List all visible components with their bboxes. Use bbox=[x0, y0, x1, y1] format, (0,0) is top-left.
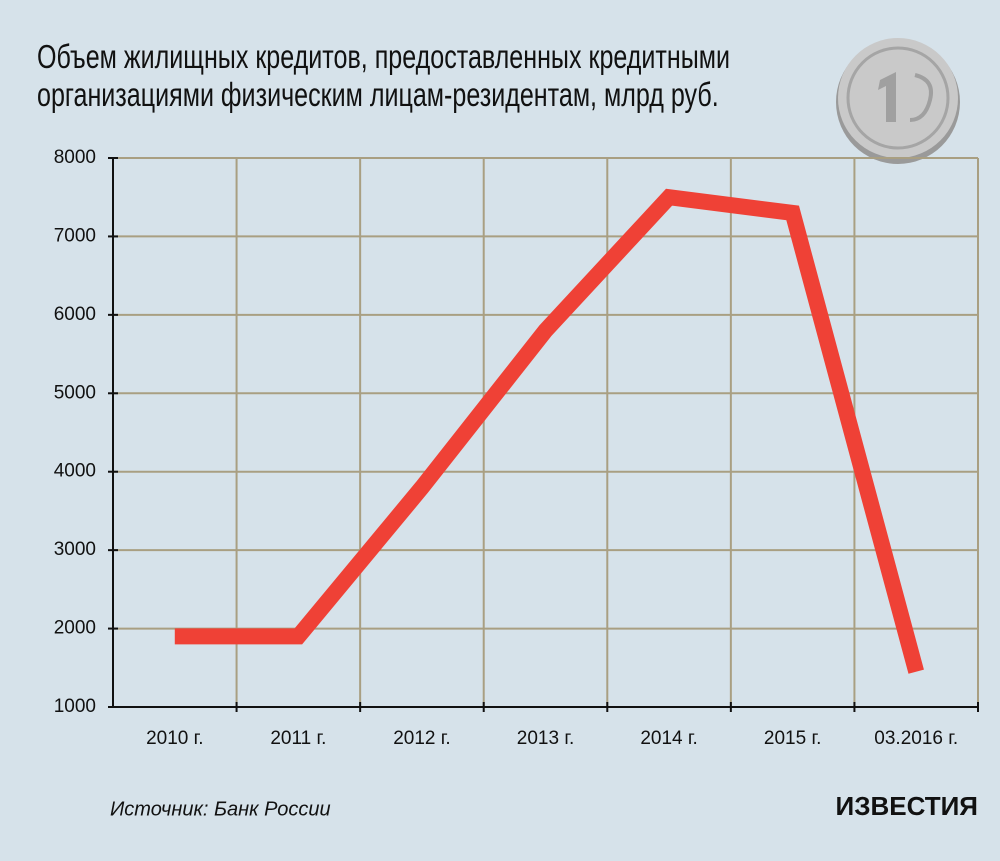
y-tick-label: 1000 bbox=[54, 696, 96, 717]
x-tick-label: 2012 г. bbox=[393, 728, 450, 749]
y-tick-label: 6000 bbox=[54, 304, 96, 325]
data-line bbox=[174, 188, 924, 674]
x-tick-label: 03.2016 г. bbox=[874, 728, 958, 749]
y-tick-label: 5000 bbox=[54, 382, 96, 403]
y-tick-label: 7000 bbox=[54, 225, 96, 246]
logo: ИЗВЕСТИЯ bbox=[836, 791, 978, 821]
x-tick-label: 2010 г. bbox=[146, 728, 203, 749]
x-tick-label: 2015 г. bbox=[764, 728, 821, 749]
chart-title: Объем жилищных кредитов, предоставленных… bbox=[37, 38, 731, 113]
source: Источник: Банк России bbox=[110, 798, 331, 820]
y-tick-label: 4000 bbox=[54, 461, 96, 482]
y-tick-label: 8000 bbox=[54, 147, 96, 168]
coin-icon bbox=[836, 38, 960, 164]
x-tick-label: 2013 г. bbox=[517, 728, 574, 749]
y-tick-label: 2000 bbox=[54, 618, 96, 639]
y-tick-label: 3000 bbox=[54, 539, 96, 560]
x-tick-label: 2011 г. bbox=[270, 728, 326, 749]
x-tick-label: 2014 г. bbox=[640, 728, 697, 749]
